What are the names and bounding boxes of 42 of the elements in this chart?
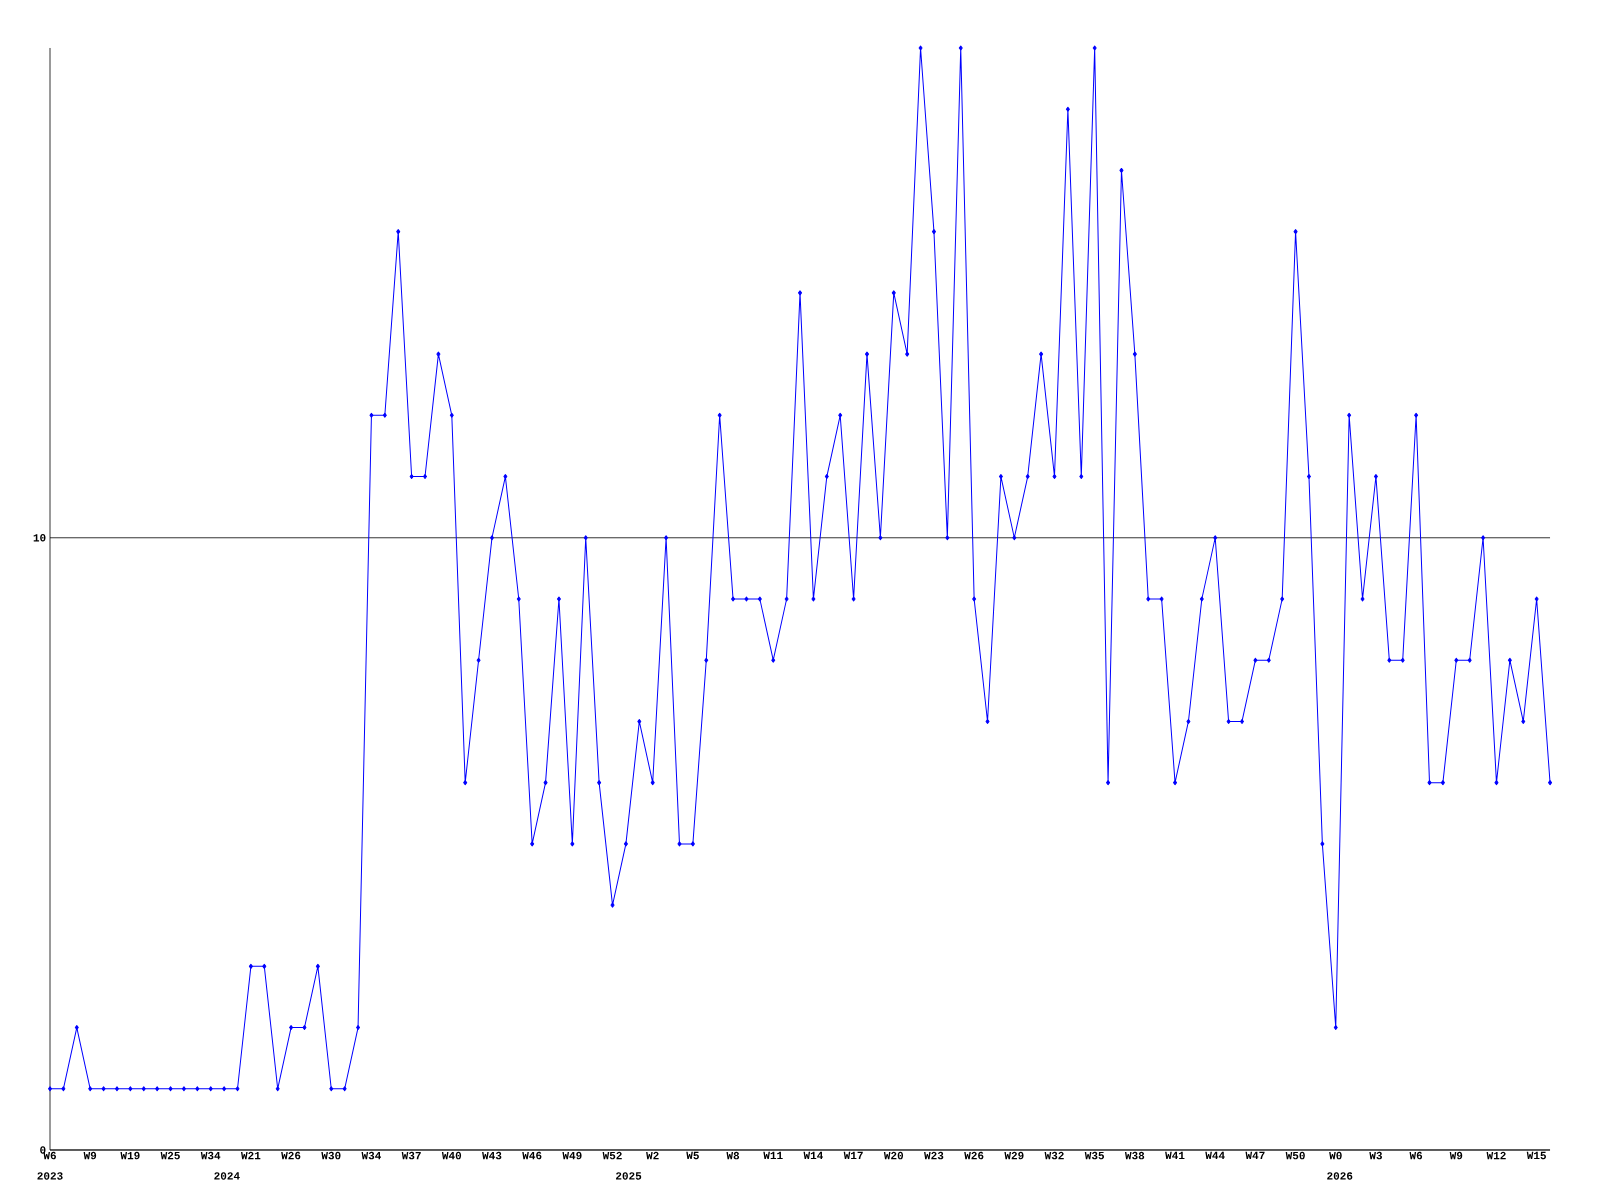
x-tick-label: W34: [361, 1151, 382, 1160]
x-tick-label: W11: [763, 1151, 783, 1160]
x-tick-label: W8: [726, 1151, 740, 1160]
x-tick-label: W41: [1165, 1151, 1185, 1160]
x-tick-label: W29: [1004, 1151, 1024, 1160]
x-tick-label: W25: [160, 1151, 180, 1160]
x-tick-label: W32: [1044, 1151, 1064, 1160]
x-tick-label: W19: [120, 1151, 140, 1160]
x-tick-label: W38: [1124, 1151, 1145, 1160]
x-tick-label: W6: [1409, 1151, 1423, 1160]
x-tick-label: W9: [1449, 1151, 1463, 1160]
y-tick-label: 10: [33, 534, 46, 542]
x-tick-label: W14: [803, 1151, 823, 1160]
text: 2024: [214, 1172, 240, 1180]
x-tick-label: W50: [1285, 1151, 1305, 1160]
x-tick-label: W15: [1526, 1151, 1546, 1160]
x-tick-label: W26: [281, 1151, 301, 1160]
x-tick-label: W43: [482, 1151, 502, 1160]
x-tick-label: W35: [1084, 1151, 1104, 1160]
x-tick-label: W2: [646, 1151, 659, 1160]
x-tick-label: W12: [1486, 1151, 1506, 1160]
x-tick-label: W17: [843, 1151, 863, 1160]
x-tick-label: W0: [1329, 1151, 1342, 1160]
x-tick-label: W3: [1369, 1151, 1382, 1160]
x-tick-label: W23: [924, 1151, 944, 1160]
x-tick-label: W20: [883, 1151, 904, 1160]
x-tick-label: W5: [686, 1151, 699, 1160]
x-tick-label: W30: [321, 1151, 341, 1160]
x-tick-label: W44: [1205, 1151, 1225, 1160]
text: 2023: [37, 1172, 63, 1180]
x-tick-label: W49: [562, 1151, 582, 1160]
x-tick-label: W46: [522, 1151, 542, 1160]
x-tick-label: W21: [241, 1151, 261, 1160]
x-tick-label: W40: [441, 1151, 462, 1160]
x-tick-label: W9: [83, 1151, 97, 1160]
x-tick-label: W26: [964, 1151, 984, 1160]
x-tick-label: W52: [602, 1151, 622, 1160]
x-tick-label: W47: [1245, 1151, 1265, 1160]
x-tick-label: W34: [200, 1151, 221, 1160]
text: 2026: [1327, 1172, 1353, 1180]
text: 2025: [616, 1172, 642, 1180]
x-tick-label: W37: [401, 1151, 421, 1160]
